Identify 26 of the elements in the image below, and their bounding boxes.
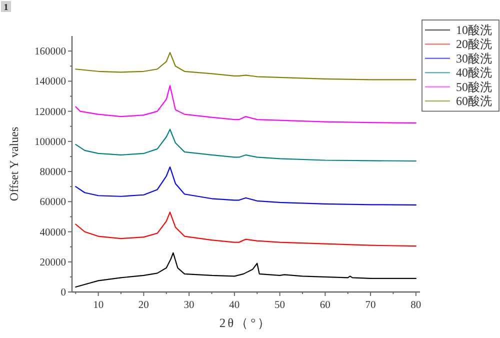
x-tick-label: 20 (138, 300, 149, 311)
y-tick-label: 100000 (34, 136, 66, 148)
x-tick-label: 30 (184, 300, 194, 311)
x-tick-label: 70 (365, 300, 376, 311)
y-axis-title: Offset Y values (7, 126, 21, 202)
y-tick-label: 80000 (40, 167, 66, 178)
y-tick-label: 60000 (40, 197, 66, 208)
x-tick-label: 60 (320, 300, 330, 311)
y-tick-label: 40000 (40, 227, 66, 238)
x-tick-label: 50 (274, 300, 286, 311)
legend-label: 50酸洗 (456, 80, 492, 94)
y-tick-label: 140000 (34, 76, 66, 88)
y-tick-label: 120000 (34, 106, 66, 118)
x-axis-title: 2θ（°） (219, 316, 273, 330)
x-tick-label: 10 (93, 300, 104, 311)
x-tick-label: 40 (229, 300, 240, 311)
legend-label: 30酸洗 (456, 51, 492, 66)
legend-label: 10酸洗 (456, 23, 492, 37)
legend-label: 60酸洗 (456, 94, 492, 108)
y-tick-label: 0 (60, 288, 66, 298)
legend-label: 40酸洗 (456, 66, 492, 80)
x-tick-label: 80 (410, 300, 422, 311)
legend-label: 20酸洗 (456, 37, 492, 52)
text: 1 (4, 2, 9, 12)
y-tick-label: 20000 (40, 257, 66, 268)
y-tick-label: 160000 (34, 46, 66, 58)
